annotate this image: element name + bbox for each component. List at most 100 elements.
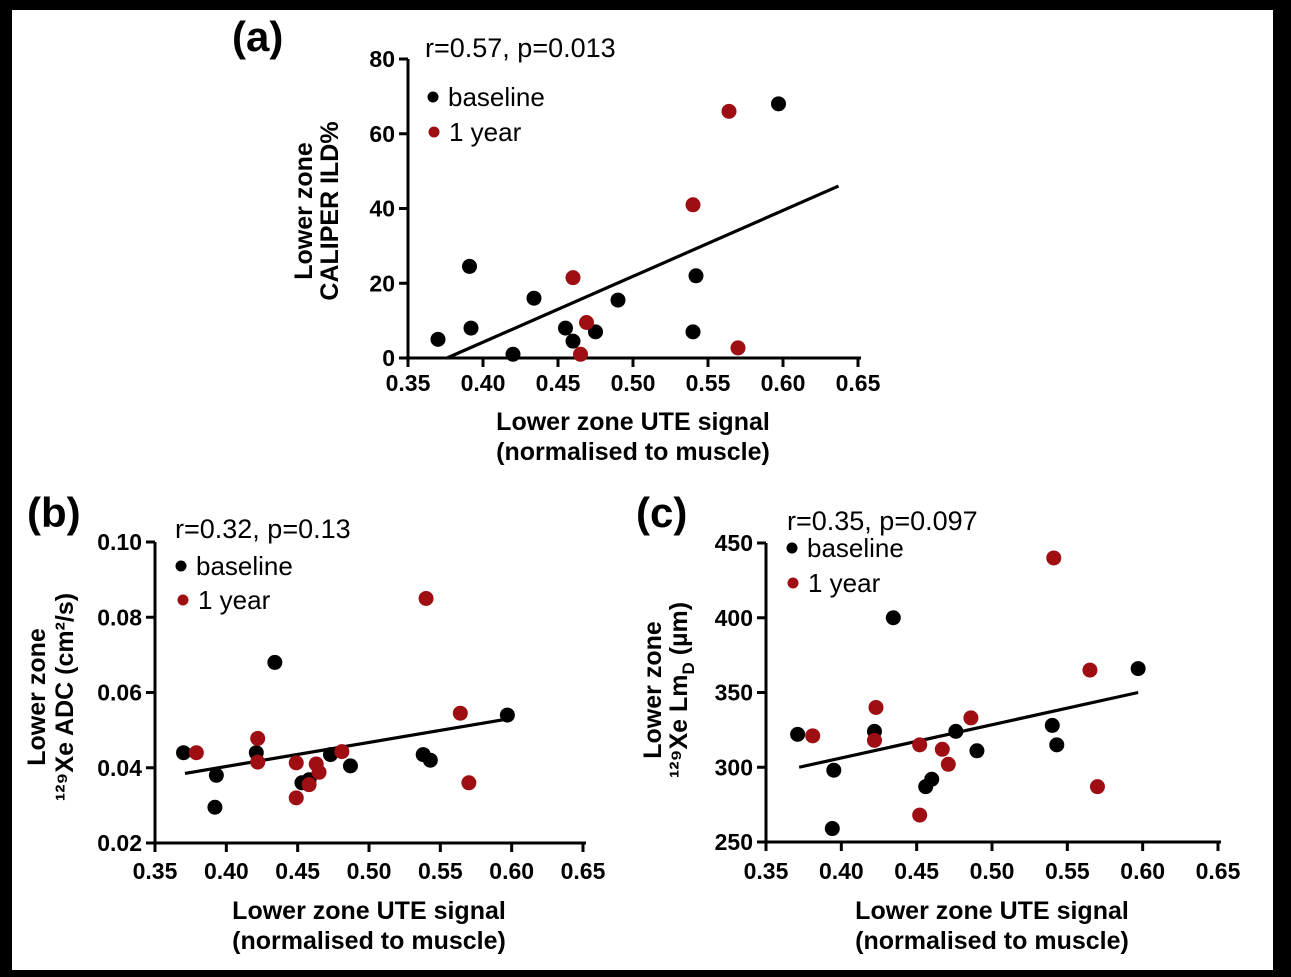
data-point-1-year <box>866 732 882 748</box>
y-tick-label: 0.10 <box>97 529 142 555</box>
y-axis-title-line1: Lower zone <box>639 621 667 759</box>
panel-label-c: (c) <box>636 489 688 536</box>
data-point-1-year <box>250 754 266 770</box>
x-axis-title-line2: (normalised to muscle) <box>496 438 770 466</box>
data-point-baseline <box>462 258 477 274</box>
y-tick-label: 80 <box>369 46 395 72</box>
data-point-baseline <box>826 762 842 778</box>
x-tick-label: 0.45 <box>275 858 320 884</box>
panel-a-chart: 0.35 0.40 0.45 0.50 0.55 0.60 0.65 0 20 40 60 80 r=0… <box>290 33 881 466</box>
y-tick-label: 0.08 <box>97 604 142 630</box>
x-axis-title-line1: Lower zone UTE signal <box>855 897 1129 925</box>
x-tick-label: 0.65 <box>1196 858 1241 884</box>
legend-label-1-year: 1 year <box>449 117 522 147</box>
data-point-baseline <box>969 743 985 759</box>
data-point-baseline <box>610 292 626 308</box>
data-point-baseline <box>558 320 573 336</box>
data-point-baseline <box>463 320 479 336</box>
data-point-baseline <box>771 96 786 112</box>
legend-marker-1-year <box>428 126 440 138</box>
data-point-baseline <box>1049 737 1065 753</box>
legend-label-1-year: 1 year <box>198 585 271 615</box>
data-point-baseline <box>322 747 338 763</box>
data-point-baseline <box>1130 661 1146 677</box>
x-tick-label: 0.45 <box>894 858 939 884</box>
data-point-1-year <box>730 340 746 356</box>
data-point-baseline <box>824 821 840 837</box>
y-tick-label: 40 <box>369 196 395 222</box>
data-point-1-year <box>940 756 956 772</box>
x-tick-label: 0.55 <box>1045 858 1090 884</box>
y-axis-title-line2: CALIPER ILD% <box>316 121 344 300</box>
data-point-baseline <box>1044 717 1060 733</box>
x-tick-label: 0.50 <box>970 858 1015 884</box>
y-axis-title-line2: ¹²⁹Xe LmD (µm) <box>665 602 698 778</box>
data-point-baseline <box>565 333 581 349</box>
stats-text: r=0.57, p=0.013 <box>425 33 616 63</box>
data-point-1-year <box>963 710 979 726</box>
data-point-1-year <box>334 744 350 760</box>
panel-b-chart: 0.35 0.40 0.45 0.50 0.55 0.60 0.65 0.02 0.04 0.06… <box>23 514 606 955</box>
y-axis-title-line1: Lower zone <box>23 628 51 766</box>
data-point-1-year <box>288 755 304 771</box>
y-tick-label: 0 <box>382 345 395 371</box>
x-tick-label: 0.35 <box>386 370 431 396</box>
data-point-1-year <box>912 807 928 823</box>
x-tick-label: 0.40 <box>204 858 249 884</box>
data-point-baseline <box>790 726 806 742</box>
x-tick-label: 0.40 <box>461 370 506 396</box>
data-point-1-year <box>868 699 884 715</box>
y-tick-label: 20 <box>369 270 395 296</box>
data-point-baseline <box>685 324 701 340</box>
data-point-1-year <box>461 775 477 791</box>
data-point-baseline <box>207 799 223 815</box>
panel-label-b: (b) <box>27 489 81 536</box>
x-tick-label: 0.35 <box>133 858 178 884</box>
x-tick-label: 0.45 <box>536 370 581 396</box>
data-point-baseline <box>430 331 446 347</box>
y-tick-label: 60 <box>369 121 395 147</box>
data-point-baseline <box>885 610 901 626</box>
data-point-baseline <box>526 290 542 306</box>
data-point-1-year <box>311 764 327 780</box>
x-axis-title-line2: (normalised to muscle) <box>232 927 506 955</box>
data-point-baseline <box>499 707 515 723</box>
x-tick-label: 0.65 <box>836 370 881 396</box>
y-tick-label: 0.06 <box>97 680 142 706</box>
data-point-1-year <box>685 197 701 213</box>
legend-marker-1-year <box>787 577 799 589</box>
trend-line <box>446 184 840 360</box>
figure-background <box>12 10 1273 970</box>
x-tick-label: 0.55 <box>686 370 731 396</box>
data-point-baseline <box>267 654 283 670</box>
data-point-baseline <box>422 752 438 768</box>
legend-label-baseline: baseline <box>448 82 545 112</box>
data-point-1-year <box>934 741 950 757</box>
data-point-1-year <box>418 590 434 606</box>
panel-c-chart: 0.35 0.40 0.45 0.50 0.55 0.60 0.65 250 300 350 400… <box>639 506 1241 955</box>
y-axis-title-line1: Lower zone <box>290 142 318 280</box>
legend-marker-1-year <box>177 594 189 606</box>
legend-marker-baseline <box>427 91 439 103</box>
x-axis-title-line2: (normalised to muscle) <box>855 927 1129 955</box>
data-point-baseline <box>505 346 521 362</box>
x-tick-label: 0.60 <box>761 370 806 396</box>
x-tick-label: 0.40 <box>819 858 864 884</box>
data-point-1-year <box>188 745 204 761</box>
y-tick-label: 350 <box>715 680 753 706</box>
data-point-baseline <box>924 771 940 787</box>
legend-marker-baseline <box>175 560 187 572</box>
x-tick-label: 0.50 <box>347 858 392 884</box>
data-point-baseline <box>688 268 704 284</box>
data-point-baseline <box>948 723 964 739</box>
data-point-1-year <box>1046 550 1062 566</box>
data-point-1-year <box>579 314 594 330</box>
data-point-baseline <box>588 324 603 340</box>
y-axis-title-line2: ¹²⁹Xe ADC (cm²/s) <box>51 593 79 801</box>
trend-line <box>798 690 1139 769</box>
y-tick-label: 450 <box>715 530 753 556</box>
data-point-1-year <box>1089 779 1105 795</box>
data-point-baseline <box>208 767 224 783</box>
legend-label-baseline: baseline <box>807 533 904 563</box>
data-point-1-year <box>452 705 468 721</box>
